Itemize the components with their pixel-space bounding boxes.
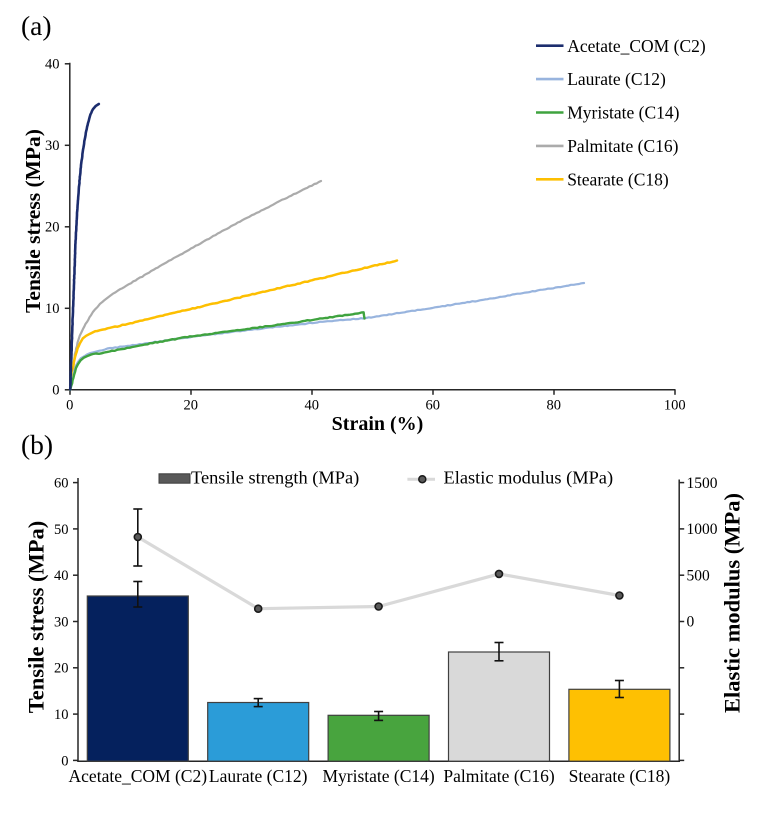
svg-text:Stearate (C18): Stearate (C18) (569, 766, 671, 786)
svg-text:0: 0 (61, 753, 68, 769)
svg-text:Myristate (C14): Myristate (C14) (567, 103, 679, 123)
svg-text:Stearate (C18): Stearate (C18) (567, 169, 669, 189)
svg-text:1500: 1500 (687, 475, 718, 492)
svg-text:1000: 1000 (687, 521, 718, 538)
svg-text:0: 0 (66, 398, 73, 414)
svg-text:0: 0 (687, 614, 695, 631)
svg-text:Tensile stress (MPa): Tensile stress (MPa) (21, 129, 45, 313)
svg-text:Elastic modulus (MPa): Elastic modulus (MPa) (720, 493, 745, 713)
svg-text:Laurate (C12): Laurate (C12) (209, 766, 308, 786)
svg-text:60: 60 (426, 398, 441, 414)
svg-text:100: 100 (664, 398, 686, 414)
svg-text:10: 10 (54, 707, 69, 723)
svg-text:20: 20 (54, 661, 69, 677)
svg-text:Tensile strength (MPa): Tensile strength (MPa) (191, 468, 359, 489)
svg-text:80: 80 (547, 398, 562, 414)
svg-text:Laurate (C12): Laurate (C12) (567, 69, 666, 89)
svg-text:500: 500 (687, 567, 711, 584)
svg-text:Myristate (C14): Myristate (C14) (322, 766, 434, 786)
svg-text:Elastic modulus (MPa): Elastic modulus (MPa) (444, 468, 614, 489)
svg-text:50: 50 (54, 522, 69, 538)
svg-text:40: 40 (54, 568, 69, 584)
svg-text:40: 40 (305, 398, 320, 414)
svg-text:30: 30 (45, 138, 60, 154)
svg-text:10: 10 (45, 301, 60, 317)
svg-text:(a): (a) (21, 10, 52, 41)
svg-text:60: 60 (54, 476, 69, 492)
svg-text:0: 0 (52, 383, 59, 399)
svg-text:Acetate_COM (C2): Acetate_COM (C2) (567, 36, 706, 56)
svg-text:Acetate_COM (C2): Acetate_COM (C2) (69, 766, 208, 786)
svg-text:Palmitate (C16): Palmitate (C16) (443, 766, 554, 786)
svg-text:30: 30 (54, 614, 69, 630)
svg-text:Palmitate (C16): Palmitate (C16) (567, 136, 678, 156)
svg-text:20: 20 (45, 220, 60, 236)
svg-text:(b): (b) (21, 429, 53, 460)
svg-text:Strain (%): Strain (%) (332, 413, 424, 435)
svg-text:Tensile stress (MPa): Tensile stress (MPa) (24, 521, 49, 713)
svg-text:40: 40 (45, 57, 60, 73)
svg-text:20: 20 (184, 398, 199, 414)
